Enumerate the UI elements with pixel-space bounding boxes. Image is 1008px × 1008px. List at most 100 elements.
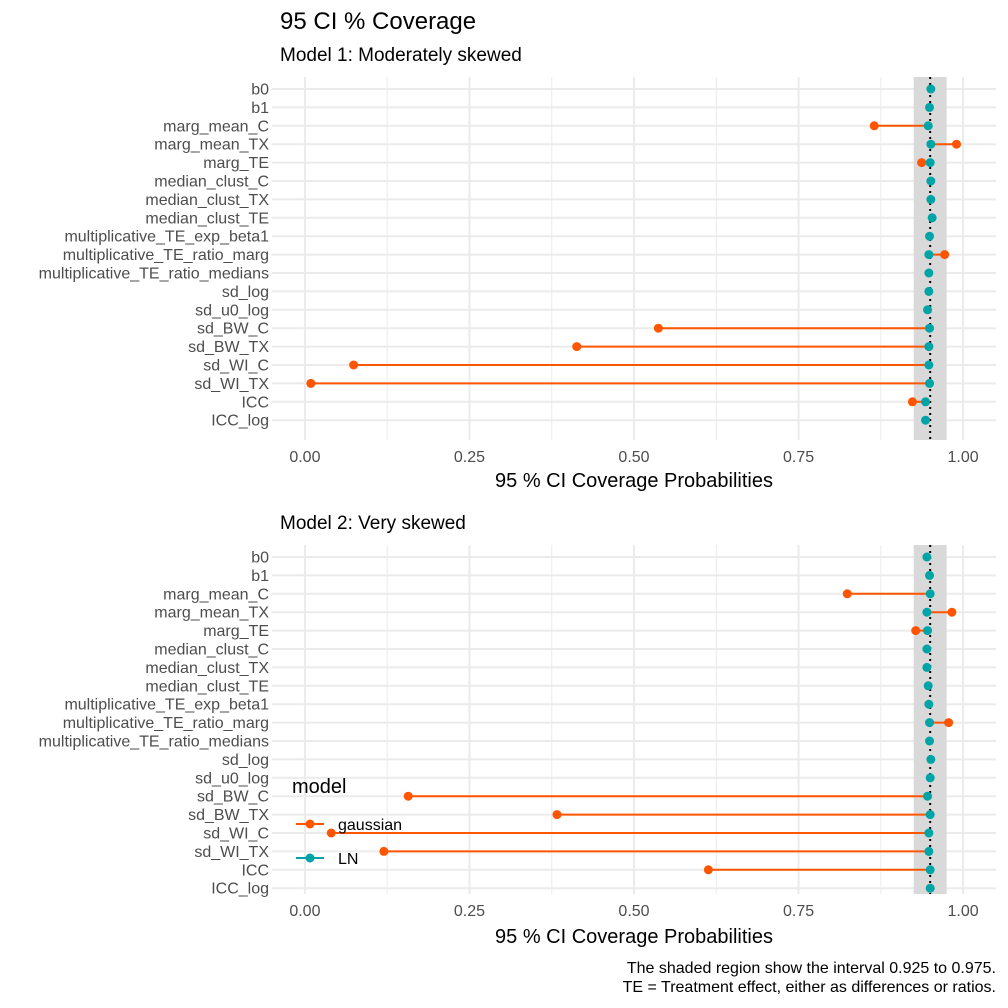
point-gaussian-sd-bw-c (403, 791, 413, 801)
point-ln-marg-mean-tx (926, 139, 936, 149)
point-ln-b0 (922, 552, 932, 562)
y-tick-label: sd_BW_TX (188, 339, 269, 356)
point-ln-sd-wi-tx (925, 378, 935, 388)
y-tick-label: ICC_log (211, 413, 269, 430)
legend-item-gaussian: gaussian (296, 817, 402, 834)
point-ln-sd-wi-tx (924, 846, 934, 856)
point-gaussian-marg-mean-tx (952, 139, 962, 149)
x-tick-label: 1.00 (948, 903, 979, 920)
y-tick-label: marg_mean_C (163, 586, 269, 603)
x-axis-label: 95 % CI Coverage Probabilities (495, 926, 773, 948)
point-ln-sd-bw-c (923, 791, 933, 801)
x-tick-label: 0.00 (289, 903, 320, 920)
point-ln-marg-mean-c (925, 589, 935, 599)
point-ln-icc (921, 397, 931, 407)
y-tick-label: ICC_log (211, 881, 269, 898)
y-tick-label: ICC (241, 394, 269, 411)
point-gaussian-sd-bw-tx (572, 342, 582, 352)
point-gaussian-sd-bw-tx (552, 810, 562, 820)
point-ln-b1 (925, 570, 935, 580)
point-ln-marg-te (923, 626, 933, 636)
point-ln-median-clust-tx (926, 194, 936, 204)
point-gaussian-sd-wi-tx (306, 378, 316, 388)
point-gaussian-marg-mean-tx (947, 607, 957, 617)
y-tick-label: multiplicative_TE_exp_beta1 (64, 229, 269, 246)
y-tick-label: marg_mean_TX (154, 605, 269, 622)
point-ln-median-clust-c (922, 644, 932, 654)
point-ln-sd-bw-tx (925, 810, 935, 820)
point-ln-multiplicative-te-exp-beta1 (924, 699, 934, 709)
y-tick-label: median_clust_C (154, 642, 269, 659)
legend-key-ln-point (305, 853, 315, 863)
point-ln-median-clust-tx (922, 662, 932, 672)
y-tick-label: sd_WI_TX (194, 376, 269, 393)
y-tick-label: marg_mean_C (163, 118, 269, 135)
y-tick-label: sd_log (222, 284, 269, 301)
y-tick-label: b0 (251, 550, 269, 567)
point-gaussian-multiplicative-te-ratio-marg (940, 250, 950, 260)
point-ln-median-clust-te (923, 681, 933, 691)
y-tick-label: multiplicative_TE_ratio_marg (63, 715, 269, 732)
y-tick-label: median_clust_C (154, 174, 269, 191)
x-tick-label: 0.50 (618, 449, 649, 466)
y-tick-label: b0 (251, 82, 269, 99)
point-ln-sd-bw-c (925, 323, 935, 333)
point-ln-sd-u0-log (925, 773, 935, 783)
point-ln-median-clust-te (927, 213, 937, 223)
y-tick-label: median_clust_TX (145, 660, 269, 677)
x-tick-label: 1.00 (948, 449, 979, 466)
x-tick-label: 0.50 (618, 903, 649, 920)
figure-title: 95 CI % Coverage (280, 8, 476, 35)
point-ln-icc-log (925, 883, 935, 893)
legend: model gaussian LN (292, 776, 402, 868)
point-gaussian-marg-mean-c (842, 589, 852, 599)
y-tick-label: sd_BW_C (197, 789, 269, 806)
point-ln-multiplicative-te-ratio-medians (924, 268, 934, 278)
point-gaussian-sd-bw-c (653, 323, 663, 333)
y-tick-label: median_clust_TE (145, 678, 269, 695)
y-tick-label: marg_TE (203, 623, 269, 640)
y-tick-label: median_clust_TX (145, 192, 269, 209)
y-tick-label: b1 (251, 568, 269, 585)
legend-label-gaussian: gaussian (338, 817, 402, 834)
point-gaussian-icc (907, 397, 917, 407)
y-tick-label: multiplicative_TE_exp_beta1 (64, 697, 269, 714)
point-ln-multiplicative-te-ratio-marg (924, 250, 934, 260)
x-tick-label: 0.25 (454, 449, 485, 466)
point-gaussian-marg-te (911, 626, 921, 636)
point-gaussian-icc (703, 865, 713, 875)
y-tick-label: marg_TE (203, 155, 269, 172)
point-gaussian-sd-wi-c (326, 828, 336, 838)
panel-model-1: Model 1: Moderately skewedb0b1marg_mean_… (39, 45, 996, 492)
legend-title: model (292, 776, 346, 798)
y-tick-label: sd_log (222, 752, 269, 769)
point-ln-marg-mean-c (923, 121, 933, 131)
point-gaussian-sd-wi-c (349, 360, 359, 370)
y-tick-label: sd_BW_C (197, 321, 269, 338)
point-ln-multiplicative-te-ratio-marg (925, 718, 935, 728)
panel-subtitle: Model 2: Very skewed (280, 513, 466, 534)
caption-line-1: The shaded region show the interval 0.92… (627, 960, 996, 977)
point-ln-sd-wi-c (924, 828, 934, 838)
legend-item-ln: LN (296, 851, 358, 868)
x-tick-label: 0.25 (454, 903, 485, 920)
point-ln-sd-bw-tx (924, 342, 934, 352)
panel-subtitle: Model 1: Moderately skewed (280, 45, 522, 66)
y-tick-label: multiplicative_TE_ratio_medians (39, 266, 269, 283)
y-tick-label: sd_u0_log (195, 770, 269, 787)
x-axis-label: 95 % CI Coverage Probabilities (495, 470, 773, 492)
y-tick-label: sd_WI_TX (194, 844, 269, 861)
point-gaussian-sd-wi-tx (379, 846, 389, 856)
point-gaussian-multiplicative-te-ratio-marg (944, 718, 954, 728)
point-ln-sd-wi-c (924, 360, 934, 370)
y-tick-label: median_clust_TE (145, 210, 269, 227)
point-ln-median-clust-c (926, 176, 936, 186)
legend-label-ln: LN (338, 851, 358, 868)
point-ln-marg-mean-tx (922, 607, 932, 617)
y-tick-label: sd_WI_C (203, 358, 269, 375)
x-tick-label: 0.75 (783, 903, 814, 920)
y-tick-label: sd_u0_log (195, 302, 269, 319)
point-ln-b1 (925, 102, 935, 112)
point-gaussian-marg-mean-c (869, 121, 879, 131)
point-ln-b0 (926, 84, 936, 94)
